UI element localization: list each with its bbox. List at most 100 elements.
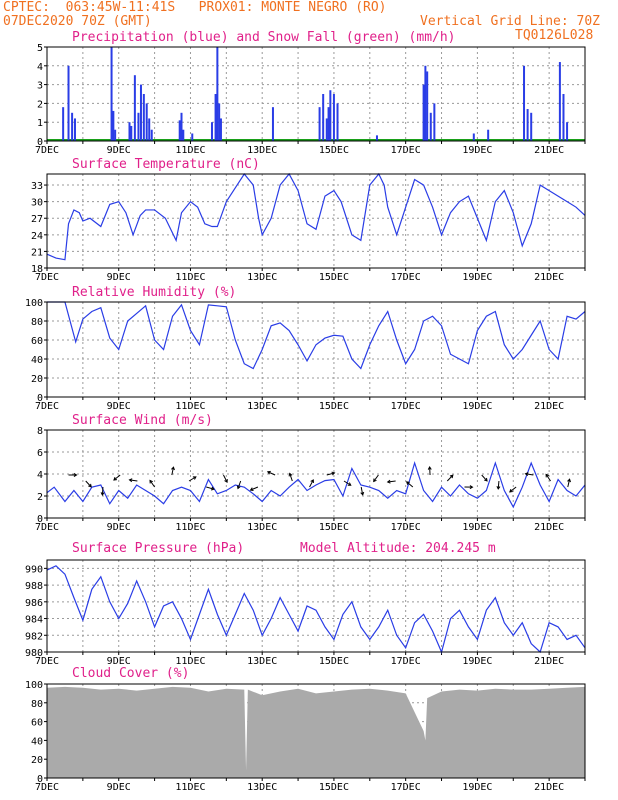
precip-bar [216,47,219,141]
x-tick-label: 15DEC [319,401,349,412]
wind-arrow-head [236,485,241,490]
y-tick-label: 24 [31,231,43,242]
wind-arrow-head [100,492,105,496]
x-tick-label: 17DEC [391,656,421,667]
x-tick-label: 7DEC [35,272,59,283]
wind-arrow-head [210,486,215,491]
x-tick-label: 7DEC [35,145,59,156]
precip-bar [562,94,565,141]
panel-title: Surface Wind (m/s) [72,413,213,428]
x-tick-label: 19DEC [462,272,492,283]
y-tick-label: 18 [31,264,43,275]
precip-bar [142,94,145,141]
header-grid-note: Vertical Grid Line: 70Z [420,14,601,29]
wind-arrow [545,474,551,482]
precip-bar [325,118,328,141]
wind-arrow [309,479,314,488]
precip-bar [327,107,330,141]
panel-frame [46,559,586,653]
y-tick-label: 3 [37,81,43,92]
y-tick-label: 21 [31,247,43,258]
y-tick-label: 980 [25,648,43,659]
precip-bar [62,107,65,141]
wind-arrow [223,474,228,483]
y-tick-label: 2 [37,492,43,503]
y-tick-label: 0 [37,137,43,148]
header-model-code: TQ0126L028 [515,28,594,43]
wind-arrow [525,473,534,476]
wind-arrow-head [496,486,501,490]
precip-bar [433,103,436,141]
x-tick-label: 9DEC [107,656,131,667]
precip-bar [73,118,76,141]
x-tick-label: 15DEC [319,272,349,283]
x-tick-label: 13DEC [247,522,277,533]
precip-bar [523,65,526,141]
panel-title: Surface Pressure (hPa) [72,541,244,556]
panel-title: Precipitation (blue) and Snow Fall (gree… [72,30,456,45]
wind-arrow-head [113,477,117,481]
precip-bar [191,133,194,141]
wind-arrow [267,471,276,476]
x-tick-label: 7DEC [35,522,59,533]
wind-arrow [481,474,488,482]
x-tick-label: 19DEC [462,656,492,667]
x-tick-label: 13DEC [247,401,277,412]
panel-frame [46,683,586,779]
wind-arrow [85,480,92,488]
precip-bar [67,65,70,141]
wind-arrow-head [288,472,293,477]
y-tick-label: 27 [31,214,43,225]
precip-bar [145,103,148,141]
y-tick-label: 30 [31,198,43,209]
wind-arrow-head [171,466,175,471]
y-tick-label: 80 [31,317,43,328]
precip-bar [566,122,569,141]
x-tick-label: 11DEC [175,145,205,156]
wind-arrow [250,486,259,491]
wind-arrow-head [128,478,133,483]
y-tick-label: 982 [25,631,43,642]
precip-bar [110,47,113,141]
panel-frame [46,429,586,519]
precip-bar [429,112,432,141]
wind-arrow-head [509,488,513,493]
wind-arrow [446,474,454,482]
wind-arrow-head [73,473,78,477]
model-altitude: Model Altitude: 204.245 m [300,541,496,556]
y-tick-label: 5 [37,43,43,54]
precip-bar [336,103,339,141]
y-tick-label: 40 [31,355,43,366]
wind-arrow [101,486,104,496]
precip-bar [137,112,140,141]
x-tick-label: 9DEC [107,782,131,793]
y-tick-label: 6 [37,448,43,459]
x-tick-label: 21DEC [534,145,564,156]
precip-bar [318,107,321,141]
wind-arrow-head [249,487,254,492]
precip-bar [128,122,131,141]
wind-arrow-head [373,478,377,483]
precip-bar [180,112,183,141]
wind-arrow [289,473,293,482]
panel-title: Surface Temperature (nC) [72,157,260,172]
y-tick-label: 0 [37,774,43,785]
wind-arrow [387,480,396,483]
y-tick-label: 60 [31,336,43,347]
wind-arrow-head [427,466,432,470]
x-tick-label: 9DEC [107,401,131,412]
x-tick-label: 21DEC [534,522,564,533]
wind-arrow-head [360,491,365,496]
series-line [47,301,586,370]
y-tick-label: 988 [25,581,43,592]
x-tick-label: 13DEC [247,145,277,156]
x-tick-label: 21DEC [534,656,564,667]
x-tick-label: 15DEC [319,145,349,156]
x-tick-label: 11DEC [175,401,205,412]
x-tick-label: 21DEC [534,401,564,412]
y-tick-label: 80 [31,699,43,710]
y-tick-label: 0 [37,393,43,404]
wind-arrow [129,479,138,482]
x-tick-label: 21DEC [534,272,564,283]
wind-arrow-head [224,479,228,483]
